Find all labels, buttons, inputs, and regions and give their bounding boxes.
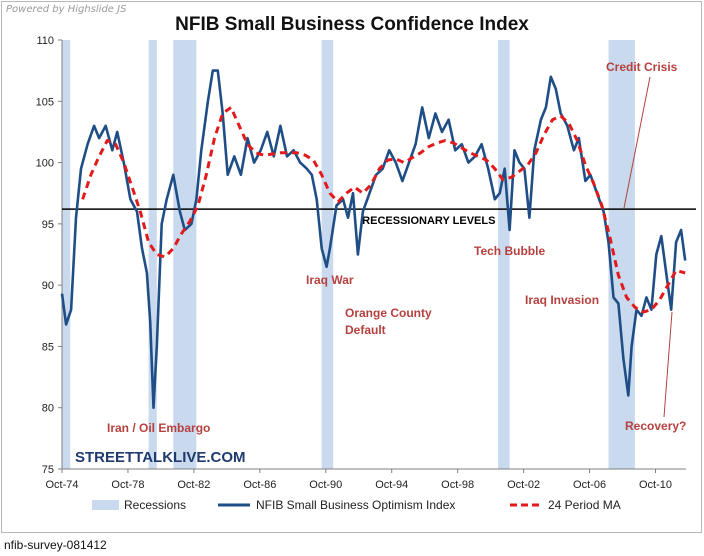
y-tick-label: 80 <box>42 403 54 415</box>
recession-band-5 <box>498 40 510 469</box>
recovery-pointer <box>663 311 673 418</box>
y-tick-label: 75 <box>42 464 54 476</box>
x-tick-label: Oct-98 <box>441 479 474 491</box>
annotation-credit-crisis: Credit Crisis <box>606 60 678 74</box>
annotation-iraq-invasion: Iraq Invasion <box>525 293 599 307</box>
annotations: Iran / Oil Embargo Iraq War Orange County D… <box>75 60 686 466</box>
legend-recessions-swatch <box>92 500 119 510</box>
x-tick-label: Oct-06 <box>573 479 606 491</box>
x-tick-label: Oct-94 <box>375 479 408 491</box>
legend-ma-label: 24 Period MA <box>548 498 621 512</box>
legend-recessions-label: Recessions <box>124 498 186 512</box>
legend: Recessions NFIB Small Business Optimism I… <box>92 498 621 512</box>
annotation-iraq-war: Iraq War <box>306 273 354 287</box>
chart-frame <box>1 1 702 533</box>
recession-bands <box>62 40 635 469</box>
axes: 75 80 85 90 95 100 105 110 Oct-74 Oct-78 Oct-82 Oct… <box>36 35 686 491</box>
annotation-orange-county-2: Default <box>345 323 386 337</box>
x-tick-label: Oct-86 <box>243 479 276 491</box>
chart-svg: 75 80 85 90 95 100 105 110 Oct-74 Oct-78 Oct-82 Oct… <box>36 35 696 512</box>
recession-band-1 <box>62 40 71 469</box>
moving-average-line <box>81 105 686 314</box>
y-tick-label: 85 <box>42 341 54 353</box>
brand-watermark: STREETTALKLIVE.COM <box>75 449 246 466</box>
y-tick-label: 90 <box>42 280 54 292</box>
recession-band-4 <box>321 40 334 469</box>
credit-crisis-pointer <box>623 76 651 209</box>
x-tick-label: Oct-02 <box>507 479 540 491</box>
threshold-group: RECESSIONARY LEVELS <box>62 208 696 227</box>
y-tick-label: 95 <box>42 219 54 231</box>
highslide-credit: Powered by Highslide JS <box>6 4 127 15</box>
recessionary-levels-label: RECESSIONARY LEVELS <box>362 215 495 227</box>
y-tick-label: 110 <box>36 35 54 47</box>
annotation-orange-county-1: Orange County <box>345 306 432 320</box>
y-tick-label: 100 <box>36 158 54 170</box>
annotation-tech-bubble: Tech Bubble <box>474 244 545 258</box>
legend-index-label: NFIB Small Business Optimism Index <box>256 498 455 512</box>
y-tick-label: 105 <box>36 96 54 108</box>
x-tick-label: Oct-74 <box>45 479 78 491</box>
series-group <box>60 69 687 409</box>
chart-title: NFIB Small Business Confidence Index <box>175 14 529 35</box>
footer-caption: nfib-survey-081412 <box>4 538 107 552</box>
x-tick-label: Oct-82 <box>177 479 210 491</box>
x-tick-label: Oct-10 <box>639 479 672 491</box>
x-tick-label: Oct-90 <box>309 479 342 491</box>
x-tick-label: Oct-78 <box>111 479 144 491</box>
annotation-iran-oil-embargo: Iran / Oil Embargo <box>107 421 210 435</box>
annotation-recovery: Recovery? <box>625 419 686 433</box>
recession-band-2 <box>148 40 157 469</box>
recession-band-3 <box>173 40 197 469</box>
